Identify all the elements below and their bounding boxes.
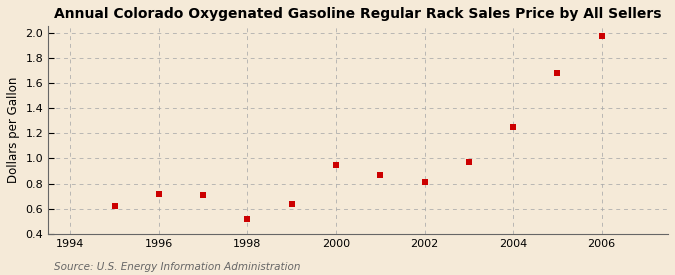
Point <box>419 180 430 185</box>
Point <box>109 204 120 208</box>
Point <box>153 191 164 196</box>
Point <box>508 125 518 129</box>
Point <box>552 71 563 75</box>
Point <box>331 163 342 167</box>
Point <box>375 173 385 177</box>
Point <box>596 34 607 39</box>
Y-axis label: Dollars per Gallon: Dollars per Gallon <box>7 77 20 183</box>
Text: Source: U.S. Energy Information Administration: Source: U.S. Energy Information Administ… <box>54 262 300 272</box>
Point <box>242 217 252 221</box>
Point <box>198 193 209 197</box>
Point <box>286 202 297 206</box>
Title: Annual Colorado Oxygenated Gasoline Regular Rack Sales Price by All Sellers: Annual Colorado Oxygenated Gasoline Regu… <box>54 7 662 21</box>
Point <box>464 160 475 164</box>
